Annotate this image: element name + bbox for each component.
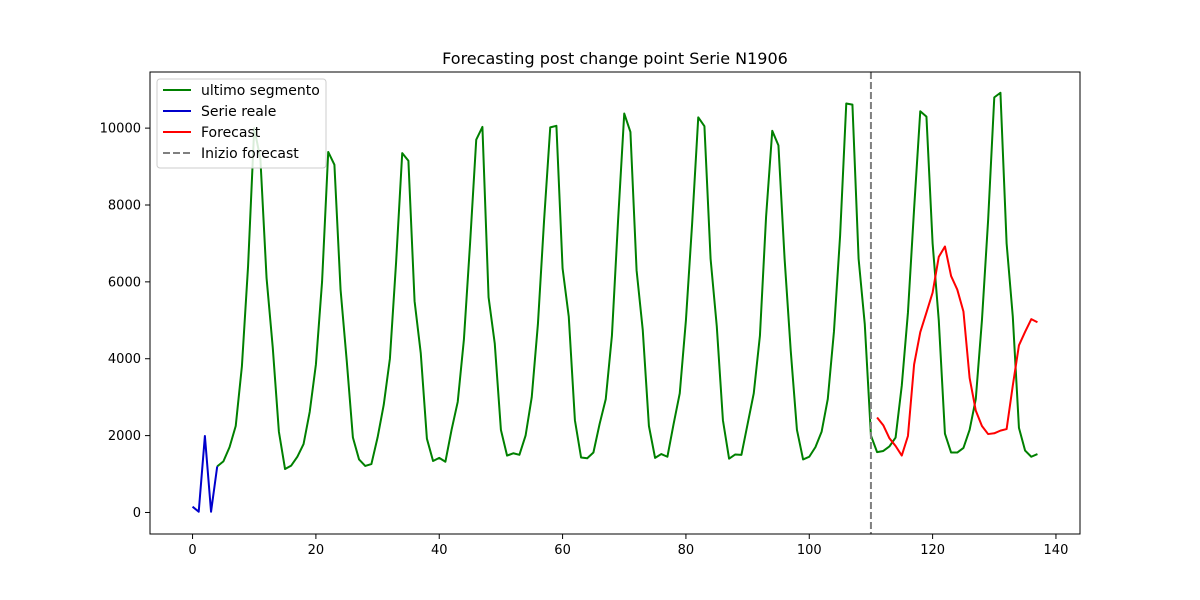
y-tick-label: 2000 — [108, 429, 141, 444]
chart-title: Forecasting post change point Serie N190… — [442, 49, 788, 68]
series-line-0 — [216, 91, 1038, 471]
y-tick-label: 4000 — [108, 352, 141, 367]
legend-label-1: Serie reale — [201, 104, 276, 120]
y-tick-label: 0 — [133, 506, 141, 521]
x-tick-label: 20 — [308, 543, 325, 558]
legend-label-2: Forecast — [201, 125, 261, 141]
x-tick-label: 140 — [1044, 543, 1069, 558]
y-tick-label: 10000 — [100, 122, 141, 137]
x-tick-label: 0 — [188, 543, 196, 558]
y-tick-label: 6000 — [108, 275, 141, 290]
x-tick-label: 60 — [554, 543, 571, 558]
legend-box — [156, 78, 327, 169]
series-line-1 — [191, 434, 219, 513]
legend: ultimo segmento Serie reale Forecast Inizio… — [156, 78, 327, 169]
x-tick-label: 120 — [920, 543, 945, 558]
axes-frame — [149, 71, 1081, 535]
plot-area: 0 20 40 60 80 100 120 140 0 2000 4000 6000 8000 10000 — [100, 71, 1081, 558]
series-line-2 — [876, 245, 1038, 457]
y-tick-label: 8000 — [108, 198, 141, 213]
legend-label-0: ultimo segmento — [201, 83, 320, 99]
x-tick-label: 100 — [797, 543, 822, 558]
legend-label-3: Inizio forecast — [201, 146, 299, 162]
x-tick-label: 40 — [431, 543, 448, 558]
x-tick-label: 80 — [678, 543, 695, 558]
